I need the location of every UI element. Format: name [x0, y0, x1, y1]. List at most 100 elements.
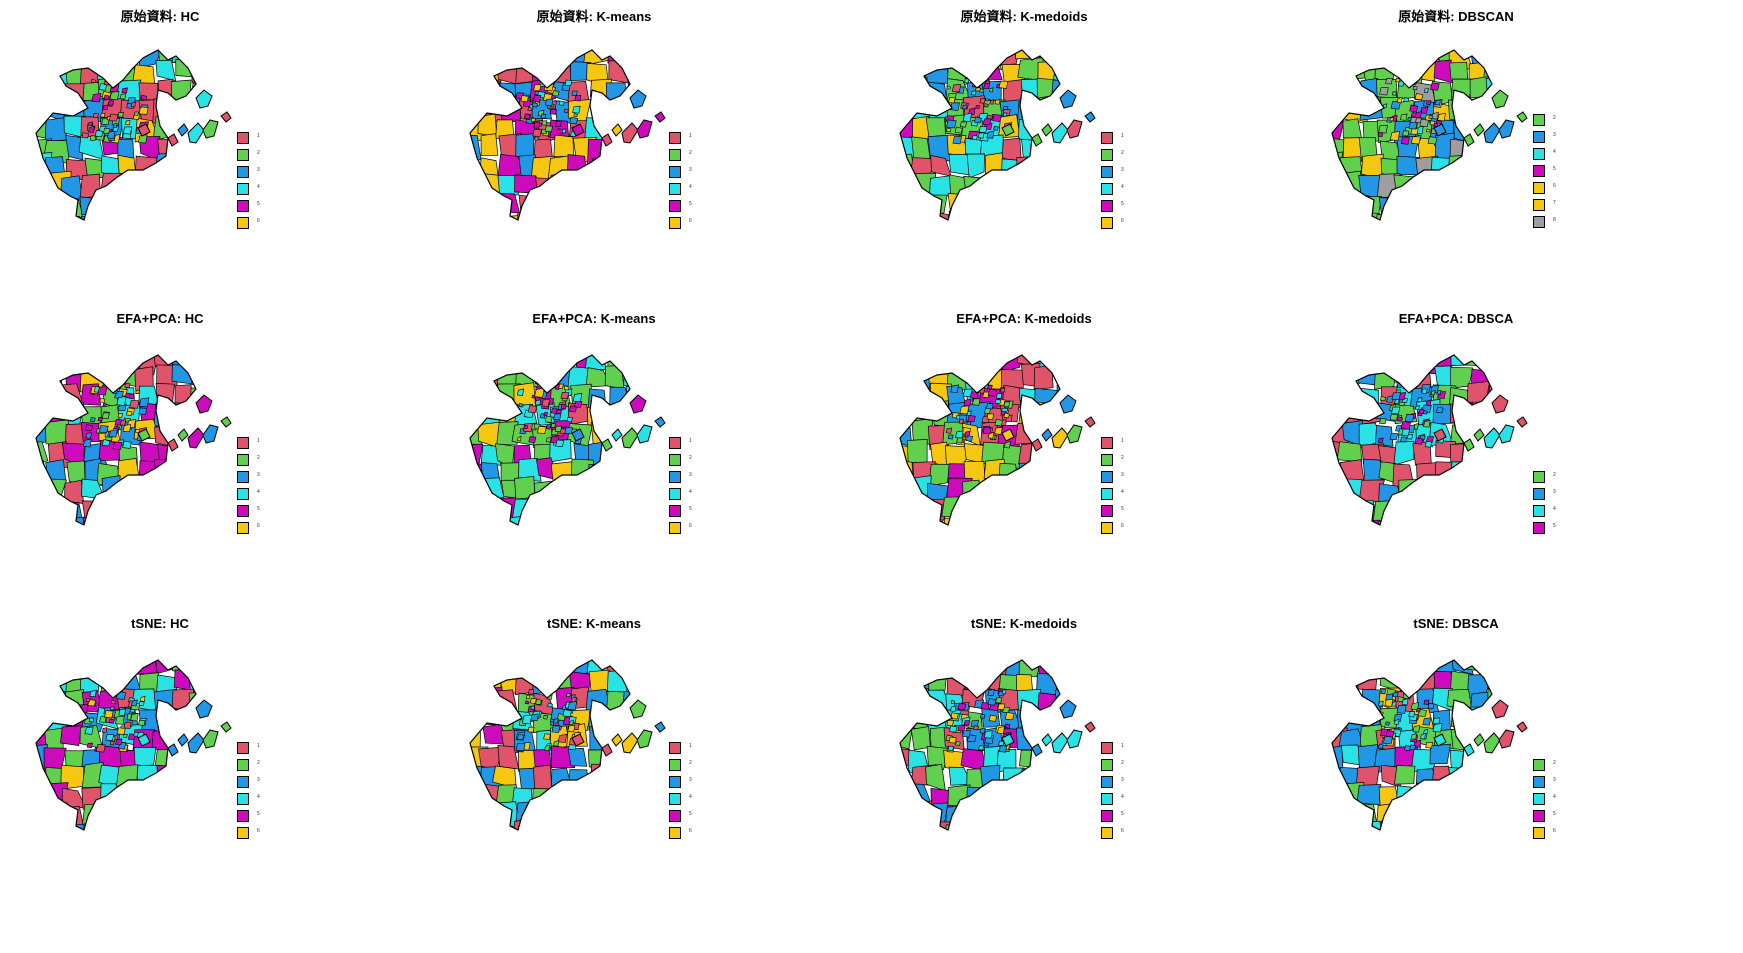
map-island [187, 427, 205, 449]
map-region [470, 764, 484, 787]
map-island [1059, 394, 1077, 414]
map-island [621, 122, 639, 144]
map-region [1053, 355, 1060, 376]
map-region [36, 689, 50, 711]
map-island [195, 699, 213, 719]
map-region [1415, 194, 1439, 220]
legend-swatch [237, 454, 249, 466]
legend-label: 5 [689, 201, 692, 207]
map-region [1410, 733, 1417, 740]
map-region [625, 355, 630, 368]
legend-swatch [669, 132, 681, 144]
map-outline [469, 354, 631, 526]
map-region [1414, 111, 1422, 119]
legend-swatch [1101, 200, 1113, 212]
map-region [572, 519, 596, 525]
map-region [1342, 693, 1367, 718]
legend-swatch [1533, 199, 1545, 211]
map-region [1074, 384, 1095, 405]
map-region [1451, 824, 1475, 830]
map-region [959, 405, 970, 415]
legend-swatch [237, 437, 249, 449]
map-region [47, 58, 69, 87]
panel-efapca-dbsca: EFA+PCA: DBSCA 2 3 4 5 [1296, 305, 1726, 605]
map-island [1001, 733, 1015, 747]
map-region [1393, 210, 1415, 220]
map-region [36, 482, 48, 506]
map-island [220, 111, 232, 123]
map-region [608, 819, 630, 830]
map-region [109, 740, 115, 746]
map-regions [470, 39, 664, 220]
legend-swatch [237, 759, 249, 771]
choropleth-map [1331, 49, 1528, 221]
map-region [1016, 518, 1042, 525]
legend-label: 4 [1121, 794, 1124, 800]
map-region [513, 818, 538, 830]
map-region [551, 498, 576, 519]
map-region [1072, 654, 1094, 675]
map-region [36, 671, 50, 697]
legend-label: 5 [1553, 166, 1556, 172]
map-region [949, 725, 958, 733]
map-region [1452, 213, 1474, 220]
legend-swatch [669, 759, 681, 771]
legend-label: 4 [1121, 489, 1124, 495]
legend-swatch [237, 742, 249, 754]
map-region [128, 393, 135, 400]
map-region [900, 804, 911, 829]
map-region [1432, 500, 1458, 524]
map-region [900, 117, 916, 140]
map-region [188, 211, 196, 220]
map-region [1332, 355, 1350, 370]
map-region [1019, 495, 1043, 518]
legend-swatch [237, 793, 249, 805]
map-region [541, 398, 550, 407]
map-outline [899, 49, 1061, 221]
map-region [89, 135, 97, 141]
map-region [980, 788, 1004, 814]
choropleth-map [35, 354, 232, 526]
map-region [1505, 195, 1528, 213]
map-region [36, 516, 51, 525]
map-region [544, 744, 551, 752]
map-region [1019, 823, 1044, 830]
map-region [961, 216, 984, 220]
choropleth-map [899, 354, 1096, 526]
map-region [1019, 194, 1042, 217]
map-region [138, 719, 146, 726]
map-region [644, 747, 666, 769]
legend-swatch [237, 471, 249, 483]
map-island [167, 743, 179, 757]
map-region [1072, 826, 1093, 849]
map-region [604, 155, 629, 181]
map-region [63, 660, 86, 681]
map-region [907, 192, 927, 217]
map-region [1488, 191, 1492, 216]
map-region [602, 212, 628, 220]
map-region [116, 787, 135, 813]
map-region [982, 391, 991, 399]
map-region [114, 419, 123, 426]
map-region [641, 39, 664, 65]
map-region [1416, 707, 1421, 713]
map-region [1332, 195, 1346, 220]
map-region [912, 212, 934, 220]
map-region [591, 822, 615, 830]
map-region [567, 701, 578, 711]
map-island [629, 89, 647, 109]
legend-swatch [1533, 131, 1545, 143]
map-region [591, 96, 612, 122]
map-region [1038, 501, 1059, 525]
map-region [534, 50, 562, 71]
legend-label: 5 [1121, 506, 1124, 512]
map-region [45, 519, 69, 525]
map-region [1379, 87, 1389, 96]
map-outline [899, 659, 1061, 831]
map-region [535, 699, 542, 705]
map-region [1426, 128, 1431, 133]
map-region [1053, 668, 1060, 690]
map-region [1507, 482, 1530, 505]
map-region [477, 58, 502, 82]
map-region [997, 703, 1006, 711]
